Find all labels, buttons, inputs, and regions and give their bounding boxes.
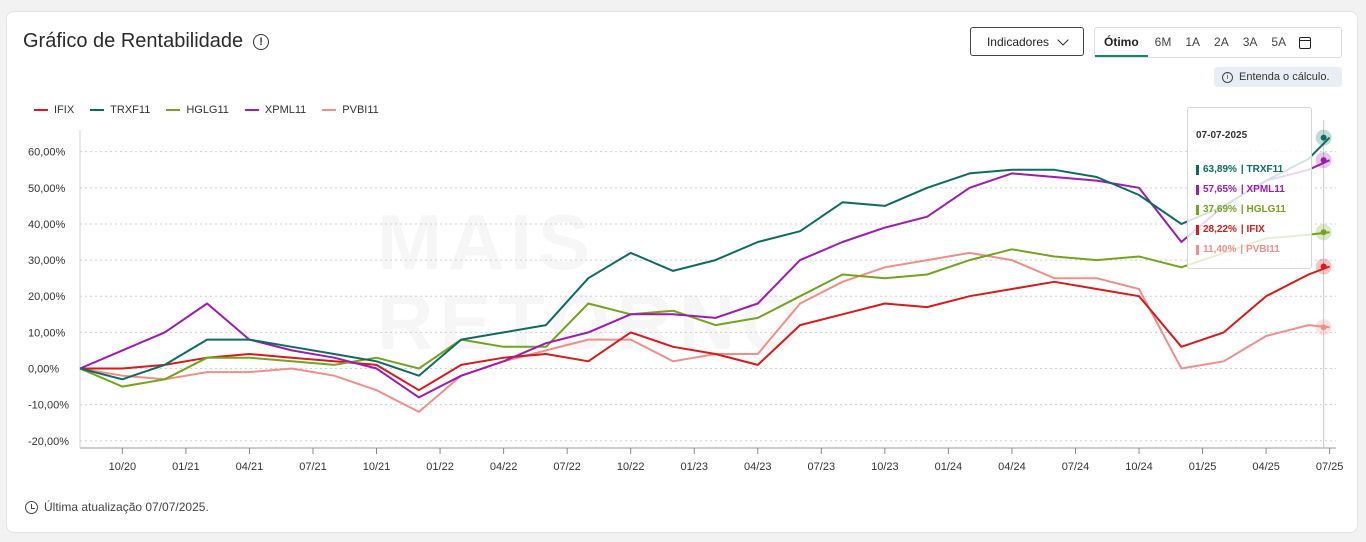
tooltip-color-bar: [1196, 164, 1199, 175]
calendar-icon[interactable]: [1299, 36, 1312, 49]
x-tick-label: 01/24: [935, 461, 963, 473]
period-5a[interactable]: 5A: [1271, 35, 1287, 49]
tooltip-color-bar: [1196, 204, 1199, 215]
y-tick-label: 50,00%: [28, 183, 66, 195]
x-tick-label: 10/21: [363, 461, 391, 473]
title-group: Gráfico de Rentabilidade !: [23, 30, 270, 53]
y-tick-label: 0,00%: [28, 364, 59, 376]
tooltip-series-name: | HGLG11: [1240, 204, 1286, 215]
y-tick-label: 30,00%: [28, 255, 66, 267]
tooltip-value: 28,22%: [1203, 224, 1237, 235]
calc-link-label: Entenda o cálculo.: [1239, 71, 1330, 83]
x-tick-label: 07/22: [553, 461, 581, 473]
legend-swatch: [34, 109, 48, 111]
period-selector: Ótimo 6M 1A 2A 3A 5A: [1094, 27, 1342, 58]
y-tick-label: 20,00%: [28, 291, 66, 303]
y-tick-label: 10,00%: [28, 327, 66, 339]
y-tick-label: 60,00%: [28, 147, 66, 159]
legend-item-xpml11[interactable]: XPML11: [244, 104, 307, 116]
indicadores-label: Indicadores: [986, 34, 1050, 49]
last-update-text: Última atualização 07/07/2025.: [44, 500, 209, 514]
x-tick-label: 07/23: [808, 461, 836, 473]
tooltip-series-name: | XPML11: [1240, 184, 1285, 195]
tooltip-series-name: | TRXF11: [1240, 164, 1284, 175]
tooltip-color-bar: [1196, 244, 1199, 255]
period-1a[interactable]: 1A: [1185, 35, 1201, 49]
series-line-ifix: [80, 265, 1330, 392]
legend-item-trxf11[interactable]: TRXF11: [90, 104, 150, 116]
legend-item-hglg11[interactable]: HGLG11: [166, 104, 229, 116]
x-tick-label: 01/22: [426, 461, 454, 473]
info-icon: i: [1222, 71, 1233, 83]
tooltip-row: 57,65% | XPML11: [1196, 184, 1285, 195]
tooltip-row: 11,40% | PVBI11: [1196, 244, 1280, 255]
series-line-trxf11: [79, 136, 1331, 381]
period-2a[interactable]: 2A: [1214, 35, 1229, 49]
last-update: Última atualização 07/07/2025.: [25, 500, 209, 514]
tooltip-row: 37,69% | HGLG11: [1196, 204, 1286, 215]
x-tick-label: 04/25: [1252, 461, 1280, 473]
legend-swatch: [322, 109, 337, 111]
series-line-pvbi11: [79, 251, 1330, 413]
series-line-xpml11: [79, 159, 1331, 399]
legend-label: XPML11: [264, 104, 307, 116]
x-tick-label: 10/22: [617, 461, 645, 473]
y-tick-label: -20,00%: [28, 436, 69, 448]
x-tick-label: 01/23: [680, 461, 708, 473]
end-marker-trxf11: [1320, 134, 1327, 141]
indicadores-dropdown[interactable]: Indicadores: [970, 27, 1084, 56]
legend-label: PVBI11: [342, 104, 379, 116]
tooltip-value: 37,69%: [1203, 204, 1237, 215]
chart-card: Gráfico de Rentabilidade ! Indicadores Ó…: [6, 11, 1358, 533]
tooltip-date: 07-07-2025: [1196, 130, 1248, 141]
x-tick-label: 10/23: [871, 461, 899, 473]
tooltip-value: 57,65%: [1203, 184, 1237, 195]
legend-swatch: [166, 109, 181, 111]
clock-icon: [25, 500, 38, 514]
tooltip-series-name: | IFIX: [1240, 224, 1265, 235]
tooltip-row: 28,22% | IFIX: [1196, 224, 1265, 235]
x-tick-label: 10/24: [1125, 461, 1153, 473]
tooltip-value: 63,89%: [1203, 164, 1237, 175]
legend-swatch: [244, 109, 259, 111]
period-otimo[interactable]: Ótimo: [1095, 28, 1148, 57]
chart-legend: IFIX TRXF11 HGLG11 XPML11 PVBI11: [34, 104, 379, 116]
x-tick-label: 04/22: [490, 461, 518, 473]
end-marker-hglg11: [1320, 229, 1327, 236]
chart-tooltip: 07-07-2025 63,89% | TRXF11 57,65% | XPML11 3…: [1187, 107, 1312, 269]
legend-label: IFIX: [54, 104, 75, 116]
x-tick-label: 07/21: [299, 461, 327, 473]
tooltip-series-name: | PVBI11: [1240, 244, 1280, 255]
legend-label: TRXF11: [110, 104, 151, 116]
info-icon[interactable]: !: [253, 33, 270, 50]
x-tick-label: 10/20: [109, 461, 137, 473]
tooltip-color-bar: [1196, 184, 1199, 195]
x-tick-label: 04/24: [998, 461, 1026, 473]
page-title: Gráfico de Rentabilidade: [23, 30, 244, 52]
tooltip-color-bar: [1196, 224, 1199, 235]
legend-item-pvbi11[interactable]: PVBI11: [322, 104, 379, 116]
period-6m[interactable]: 6M: [1154, 35, 1172, 49]
x-tick-label: 01/21: [172, 461, 200, 473]
tooltip-row: 63,89% | TRXF11: [1196, 164, 1283, 175]
legend-swatch: [90, 109, 105, 111]
end-marker-ifix: [1320, 263, 1327, 270]
y-tick-label: 40,00%: [28, 219, 66, 231]
legend-label: HGLG11: [186, 104, 229, 116]
y-tick-label: -10,00%: [28, 400, 69, 412]
x-tick-label: 04/21: [236, 461, 264, 473]
period-3a[interactable]: 3A: [1242, 35, 1258, 49]
x-tick-label: 04/23: [744, 461, 772, 473]
calc-info-link[interactable]: i Entenda o cálculo.: [1214, 67, 1342, 87]
end-marker-xpml11: [1320, 157, 1327, 164]
tooltip-value: 11,40%: [1203, 244, 1237, 255]
x-tick-label: 07/25: [1316, 461, 1344, 473]
x-tick-label: 07/24: [1062, 461, 1090, 473]
end-marker-pvbi11: [1320, 324, 1327, 331]
legend-item-ifix[interactable]: IFIX: [34, 104, 74, 116]
series-line-hglg11: [79, 231, 1330, 388]
x-tick-label: 01/25: [1189, 461, 1217, 473]
